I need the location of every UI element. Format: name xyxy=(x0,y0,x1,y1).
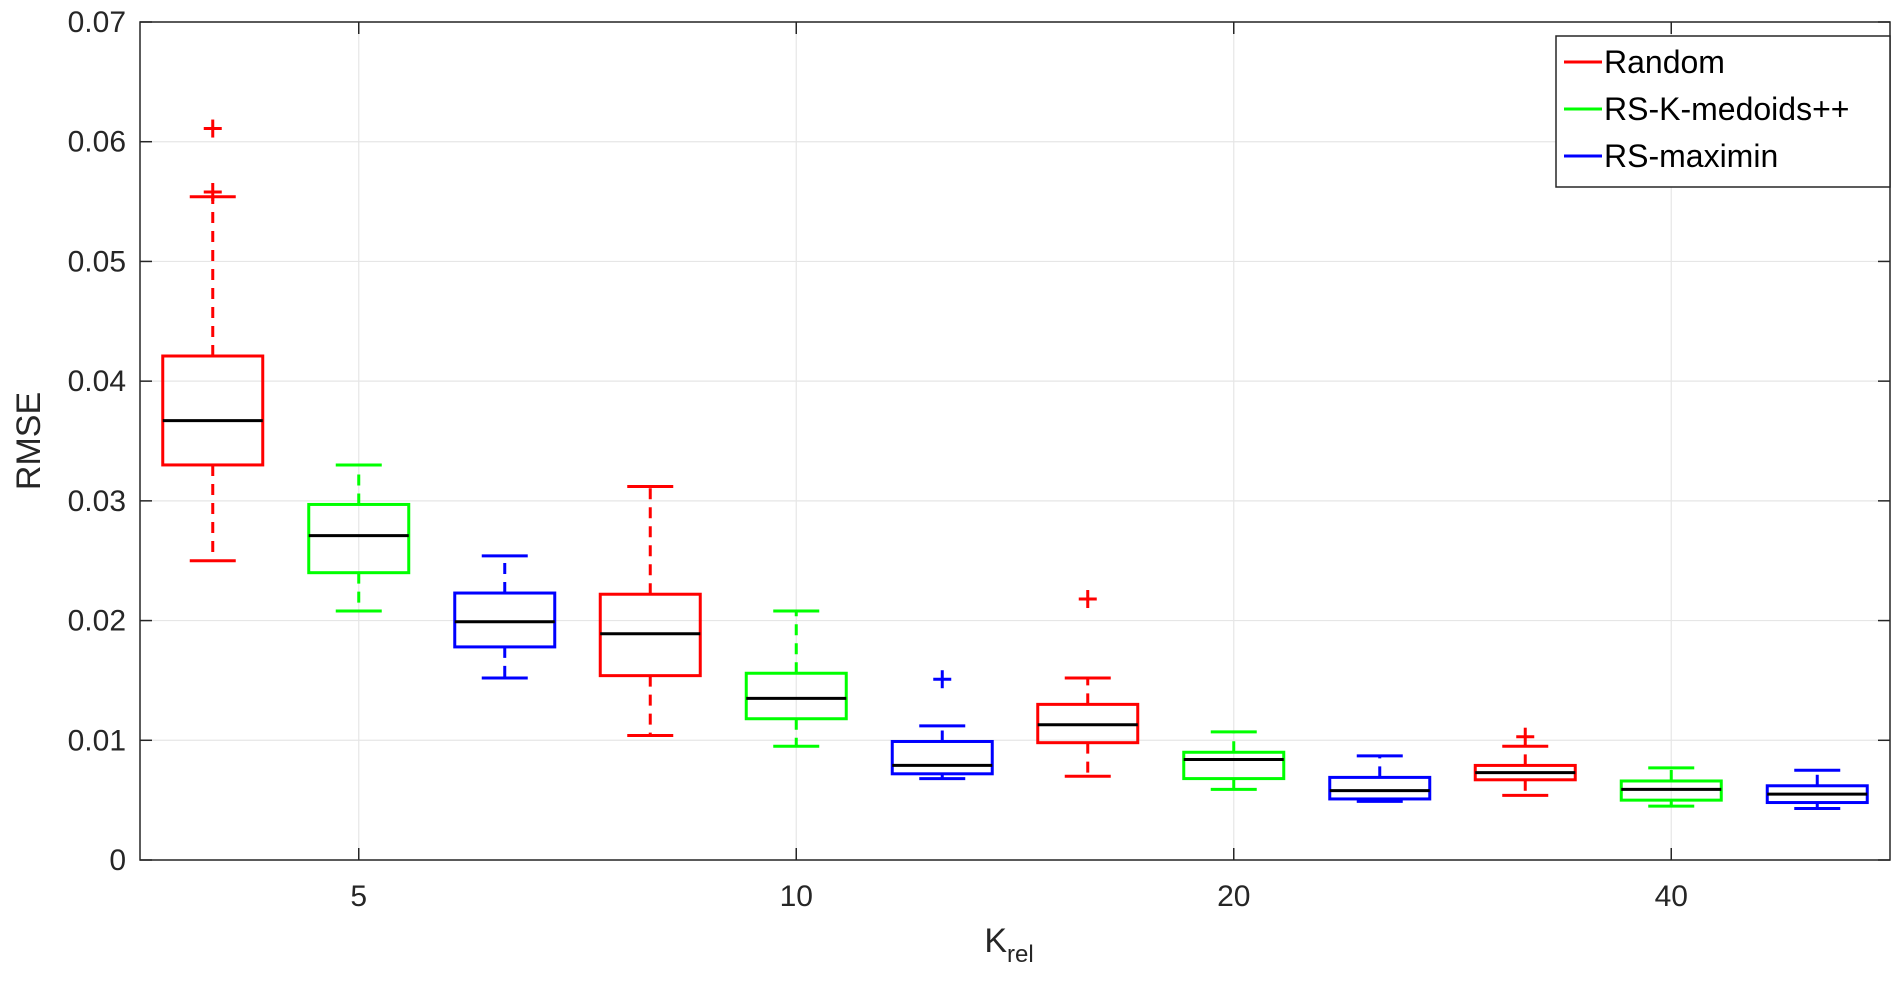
iqr-box xyxy=(890,739,994,776)
box-40 xyxy=(1765,768,1869,811)
series-rs-k-medoids- xyxy=(307,463,1723,808)
x-axis-label-main: K xyxy=(984,922,1007,960)
x-tick-label: 40 xyxy=(1655,880,1688,913)
y-tick-label: 0.01 xyxy=(68,724,126,757)
legend-label: RS-K-medoids++ xyxy=(1604,91,1849,127)
box-20 xyxy=(1036,590,1140,778)
legend-label: Random xyxy=(1604,44,1725,80)
legend-box xyxy=(1555,35,1891,188)
iqr-box xyxy=(744,671,848,721)
box-5 xyxy=(161,119,265,563)
axis-labels: RMSE Krel xyxy=(10,392,1034,968)
x-tick-label: 5 xyxy=(350,880,367,913)
y-tick-label: 0.07 xyxy=(68,6,126,39)
plot-frame xyxy=(139,21,1891,861)
y-tick-label: 0.04 xyxy=(68,365,126,398)
box-10 xyxy=(890,670,994,781)
box-20 xyxy=(1182,730,1286,791)
outlier-marker xyxy=(933,670,952,689)
series-rs-maximin xyxy=(453,554,1869,811)
box-5 xyxy=(307,463,411,613)
y-tick-label: 0.02 xyxy=(68,605,126,638)
y-tick-label: 0.05 xyxy=(68,245,126,278)
iqr-box xyxy=(307,502,411,575)
outlier-marker xyxy=(1516,727,1535,746)
legend: Random RS-K-medoids++ RS-maximin xyxy=(1555,35,1891,188)
x-tick-label: 10 xyxy=(780,880,813,913)
iqr-box xyxy=(1328,775,1432,801)
legend-label: RS-maximin xyxy=(1604,138,1778,174)
box-40 xyxy=(1473,727,1577,797)
iqr-box xyxy=(161,354,265,467)
outlier-marker xyxy=(1078,590,1097,609)
axis-ticks: 0 0.01 0.02 0.03 0.04 0.05 0.06 0.07 5 10 20 40 xyxy=(68,6,1890,913)
x-tick-label: 20 xyxy=(1217,880,1250,913)
series-random xyxy=(161,119,1577,797)
box-5 xyxy=(453,554,557,680)
box-10 xyxy=(598,484,702,737)
box-20 xyxy=(1328,754,1432,803)
series-layer xyxy=(161,119,1869,811)
iqr-box xyxy=(1182,750,1286,781)
box-10 xyxy=(744,609,848,748)
outlier-marker xyxy=(203,182,222,201)
x-axis-label-subscript: rel xyxy=(1007,941,1034,968)
y-tick-label: 0.06 xyxy=(68,126,126,159)
box-40 xyxy=(1619,766,1723,808)
y-tick-label: 0 xyxy=(109,844,126,877)
x-axis-label: Krel xyxy=(984,922,1033,968)
y-axis-label: RMSE xyxy=(10,392,48,490)
outlier-marker xyxy=(203,119,222,138)
y-tick-label: 0.03 xyxy=(68,485,126,518)
iqr-box xyxy=(453,591,557,649)
